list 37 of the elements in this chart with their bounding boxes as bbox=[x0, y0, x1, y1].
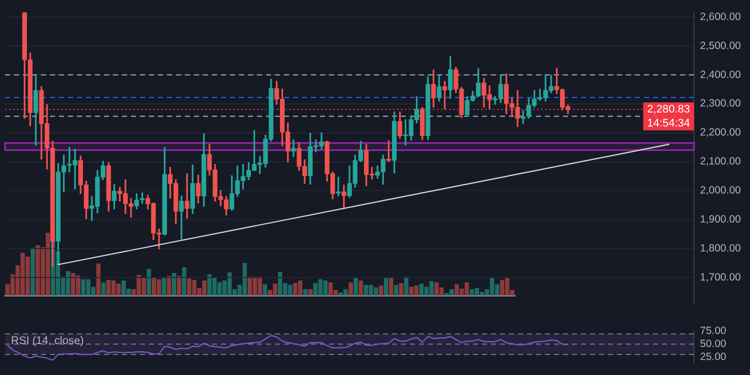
y-tick-label: 25.00 bbox=[700, 350, 726, 363]
y-tick-label: 1,900.00 bbox=[700, 214, 742, 226]
y-tick-label: 2,200.00 bbox=[700, 126, 742, 139]
bar bbox=[303, 289, 308, 296]
y-tick-label: 1,800.00 bbox=[700, 242, 742, 255]
bar bbox=[262, 284, 268, 296]
bar bbox=[176, 276, 182, 296]
bar bbox=[146, 269, 151, 296]
bar bbox=[378, 286, 384, 296]
annotation: 14:54:34 bbox=[647, 117, 690, 130]
y-tick-label: 2,600.00 bbox=[700, 10, 742, 23]
y-tick-label: 50.00 bbox=[700, 338, 726, 350]
bar bbox=[348, 282, 353, 296]
bar bbox=[96, 264, 101, 296]
bar bbox=[308, 289, 312, 296]
y-tick-label: 75.00 bbox=[700, 325, 726, 338]
candlestick bbox=[291, 139, 296, 157]
y-tick-label: 1,700.00 bbox=[700, 272, 742, 284]
bar bbox=[394, 284, 398, 296]
bar bbox=[30, 248, 35, 296]
bar bbox=[354, 278, 358, 296]
bar bbox=[388, 278, 394, 296]
bar bbox=[384, 278, 388, 296]
y-tick-label: 2,000.00 bbox=[700, 184, 742, 197]
ref-line-label: 2,280.83 bbox=[647, 103, 690, 116]
bar bbox=[399, 283, 404, 296]
y-tick-label: 2,100.00 bbox=[700, 156, 742, 168]
candlestick bbox=[184, 173, 190, 219]
candlestick bbox=[179, 196, 184, 240]
y-tick-label: 2,500.00 bbox=[700, 40, 742, 52]
bar bbox=[182, 267, 186, 296]
bar bbox=[404, 276, 408, 296]
y-tick-label: 2,400.00 bbox=[700, 68, 742, 81]
y-tick-label: 2,300.00 bbox=[700, 98, 742, 110]
chart-title: RSI (14, close) bbox=[11, 334, 84, 347]
bar bbox=[358, 280, 363, 296]
bar bbox=[101, 282, 106, 296]
